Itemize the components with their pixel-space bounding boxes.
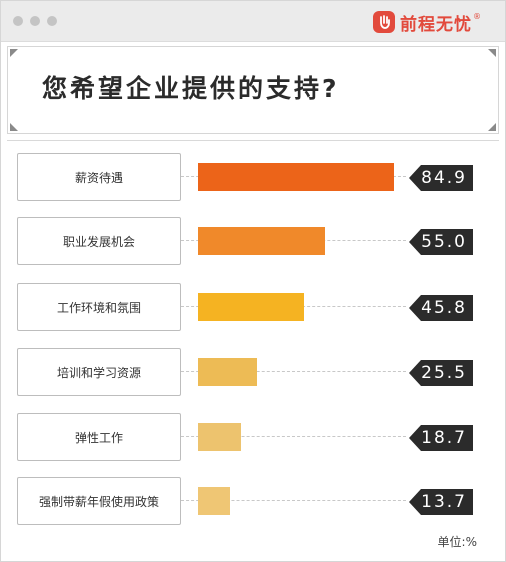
guide-line — [181, 500, 406, 501]
value-label: 84.9 — [409, 165, 473, 191]
bar — [198, 487, 230, 515]
title-divider — [7, 140, 499, 141]
value-label: 13.7 — [409, 489, 473, 515]
corner-br-icon — [488, 123, 496, 131]
bar-row: 工作环境和氛围 45.8 — [1, 283, 505, 331]
value-label: 55.0 — [409, 229, 473, 255]
category-label: 职业发展机会 — [17, 217, 181, 265]
brand-logo: 前程无忧 ® — [373, 10, 481, 35]
bar — [198, 163, 394, 191]
window-dot-icon — [47, 16, 57, 26]
title-box: 您希望企业提供的支持? — [7, 46, 499, 134]
window-titlebar: 前程无忧 ® — [1, 1, 505, 42]
category-label: 薪资待遇 — [17, 153, 181, 201]
guide-line — [181, 436, 406, 437]
bar — [198, 227, 325, 255]
category-label: 培训和学习资源 — [17, 348, 181, 396]
category-label: 强制带薪年假使用政策 — [17, 477, 181, 525]
window-dot-icon — [30, 16, 40, 26]
value-label: 25.5 — [409, 360, 473, 386]
bar — [198, 293, 304, 321]
bar-row: 强制带薪年假使用政策 13.7 — [1, 477, 505, 525]
category-label: 弹性工作 — [17, 413, 181, 461]
chart-title: 您希望企业提供的支持? — [42, 74, 340, 103]
bar — [198, 358, 257, 386]
value-label: 18.7 — [409, 425, 473, 451]
guide-line — [181, 371, 406, 372]
corner-tr-icon — [488, 49, 496, 57]
brand-hand-icon — [373, 11, 395, 33]
bar-row: 弹性工作 18.7 — [1, 413, 505, 461]
brand-name: 前程无忧 — [400, 14, 472, 35]
unit-label: 单位:% — [437, 535, 477, 549]
bar-row: 职业发展机会 55.0 — [1, 217, 505, 265]
value-label: 45.8 — [409, 295, 473, 321]
registered-mark: ® — [473, 11, 481, 21]
corner-bl-icon — [10, 123, 18, 131]
bar-row: 薪资待遇 84.9 — [1, 153, 505, 201]
category-label: 工作环境和氛围 — [17, 283, 181, 331]
window-dot-icon — [13, 16, 23, 26]
bar-row: 培训和学习资源 25.5 — [1, 348, 505, 396]
bar — [198, 423, 241, 451]
corner-tl-icon — [10, 49, 18, 57]
